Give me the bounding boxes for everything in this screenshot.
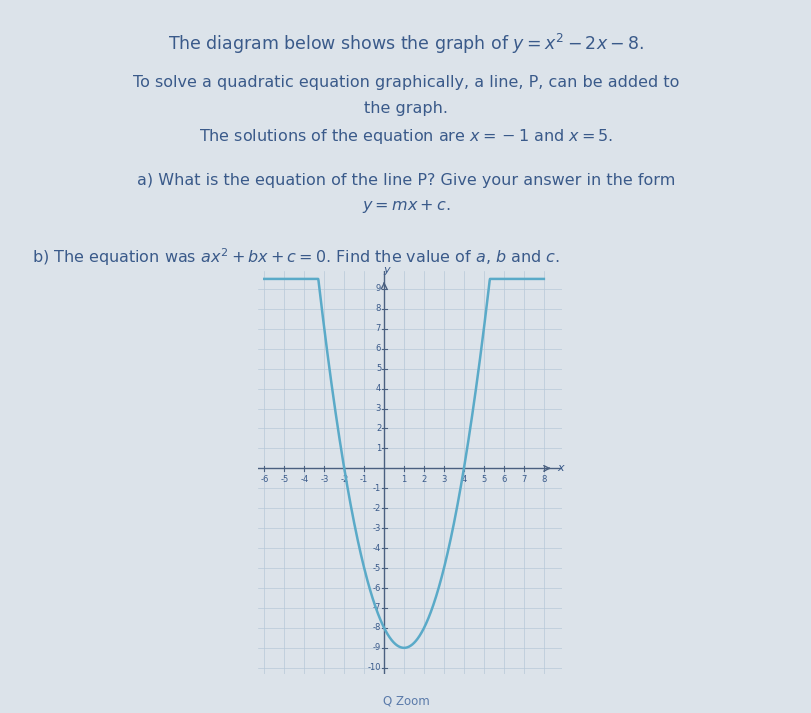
Text: -1: -1 — [372, 484, 380, 493]
Text: b) The equation was $ax^2 + bx + c = 0$. Find the value of $a$, $b$ and $c$.: b) The equation was $ax^2 + bx + c = 0$.… — [32, 246, 560, 267]
Text: -2: -2 — [372, 504, 380, 513]
Text: 2: 2 — [421, 476, 426, 484]
Text: Q Zoom: Q Zoom — [382, 694, 429, 707]
Text: -3: -3 — [372, 524, 380, 533]
Text: -3: -3 — [320, 476, 328, 484]
Text: To solve a quadratic equation graphically, a line, P, can be added to: To solve a quadratic equation graphicall… — [133, 75, 678, 90]
Text: 7: 7 — [375, 324, 380, 333]
Text: 4: 4 — [375, 384, 380, 393]
Text: The diagram below shows the graph of $y = x^2 - 2x - 8$.: The diagram below shows the graph of $y … — [168, 32, 643, 56]
Text: 9: 9 — [375, 284, 380, 293]
Text: 1: 1 — [375, 444, 380, 453]
Text: -7: -7 — [372, 603, 380, 612]
Text: 1: 1 — [401, 476, 406, 484]
Text: -9: -9 — [372, 643, 380, 652]
Text: 5: 5 — [481, 476, 486, 484]
Text: -5: -5 — [280, 476, 288, 484]
Text: -10: -10 — [367, 663, 380, 672]
Text: 4: 4 — [461, 476, 466, 484]
Text: 5: 5 — [375, 364, 380, 373]
Text: -1: -1 — [359, 476, 368, 484]
Text: -5: -5 — [372, 563, 380, 573]
Text: -8: -8 — [372, 623, 380, 632]
Text: 8: 8 — [375, 304, 380, 313]
Text: $x$: $x$ — [556, 463, 565, 473]
Text: -2: -2 — [340, 476, 348, 484]
Text: -4: -4 — [372, 543, 380, 553]
Text: The solutions of the equation are $x = -1$ and $x = 5$.: The solutions of the equation are $x = -… — [199, 127, 612, 146]
Text: $y$: $y$ — [382, 265, 391, 277]
Text: 3: 3 — [440, 476, 446, 484]
Text: 8: 8 — [540, 476, 546, 484]
Text: a) What is the equation of the line P? Give your answer in the form: a) What is the equation of the line P? G… — [136, 173, 675, 188]
Text: 6: 6 — [500, 476, 506, 484]
Text: -6: -6 — [260, 476, 268, 484]
Text: $y = mx + c$.: $y = mx + c$. — [362, 198, 449, 215]
Text: 6: 6 — [375, 344, 380, 353]
Text: 3: 3 — [375, 404, 380, 413]
Text: the graph.: the graph. — [363, 101, 448, 116]
Text: -4: -4 — [300, 476, 308, 484]
Text: 7: 7 — [521, 476, 526, 484]
Text: 2: 2 — [375, 424, 380, 433]
Text: -6: -6 — [372, 583, 380, 593]
